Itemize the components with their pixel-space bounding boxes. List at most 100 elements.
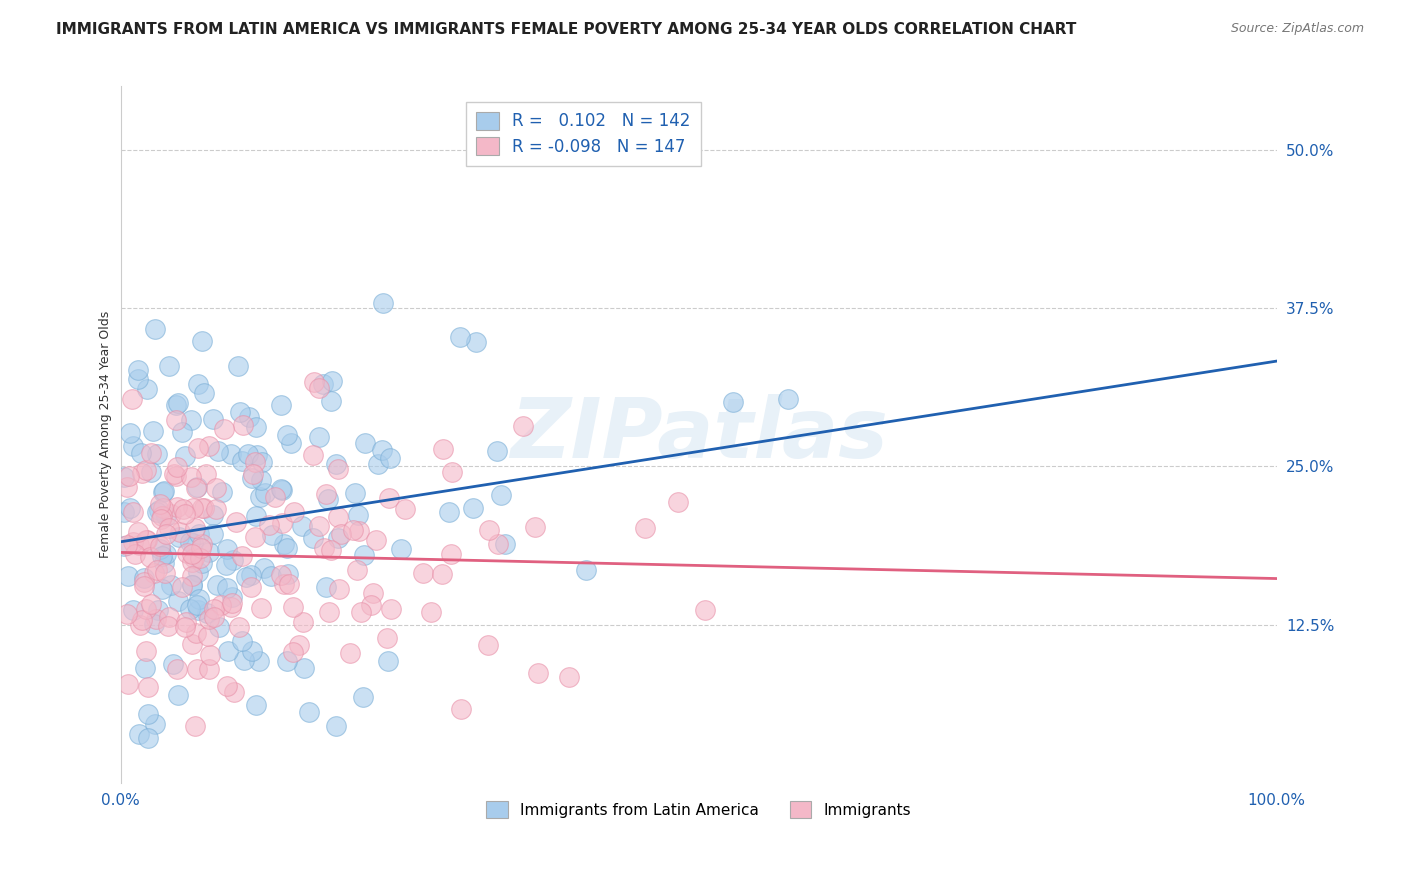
Point: [361, 586, 384, 600]
Point: [354, 436, 377, 450]
Point: [163, 467, 186, 482]
Point: [695, 602, 717, 616]
Point: [242, 467, 264, 481]
Point: [198, 612, 221, 626]
Point: [235, 570, 257, 584]
Point: [325, 719, 347, 733]
Point: [180, 469, 202, 483]
Point: [380, 602, 402, 616]
Point: [155, 527, 177, 541]
Y-axis label: Female Poverty Among 25-34 Year Olds: Female Poverty Among 25-34 Year Olds: [100, 311, 112, 558]
Point: [326, 532, 349, 546]
Point: [221, 596, 243, 610]
Point: [325, 457, 347, 471]
Point: [173, 449, 195, 463]
Point: [135, 601, 157, 615]
Point: [350, 605, 373, 619]
Text: IMMIGRANTS FROM LATIN AMERICA VS IMMIGRANTS FEMALE POVERTY AMONG 25-34 YEAR OLDS: IMMIGRANTS FROM LATIN AMERICA VS IMMIGRA…: [56, 22, 1077, 37]
Point: [157, 521, 180, 535]
Point: [187, 527, 209, 541]
Point: [420, 605, 443, 619]
Point: [224, 685, 246, 699]
Point: [197, 629, 219, 643]
Point: [302, 531, 325, 545]
Point: [165, 412, 187, 426]
Point: [367, 457, 389, 471]
Point: [167, 530, 190, 544]
Point: [180, 569, 202, 583]
Point: [191, 334, 214, 348]
Point: [136, 731, 159, 745]
Point: [139, 597, 162, 611]
Point: [371, 443, 394, 458]
Point: [122, 534, 145, 549]
Point: [302, 375, 325, 389]
Point: [723, 395, 745, 409]
Point: [184, 481, 207, 495]
Point: [132, 579, 155, 593]
Point: [329, 527, 352, 541]
Point: [118, 425, 141, 440]
Point: [308, 381, 330, 395]
Point: [222, 553, 245, 567]
Point: [236, 447, 259, 461]
Point: [240, 567, 263, 582]
Point: [184, 626, 207, 640]
Point: [524, 520, 547, 534]
Point: [166, 500, 188, 515]
Point: [127, 363, 149, 377]
Point: [239, 580, 262, 594]
Point: [278, 577, 301, 591]
Point: [326, 509, 349, 524]
Point: [184, 521, 207, 535]
Point: [243, 455, 266, 469]
Point: [291, 518, 314, 533]
Point: [128, 538, 150, 552]
Point: [205, 482, 228, 496]
Point: [378, 491, 401, 505]
Point: [112, 470, 135, 484]
Point: [346, 563, 368, 577]
Point: [181, 637, 204, 651]
Point: [156, 619, 179, 633]
Point: [308, 519, 330, 533]
Point: [153, 556, 176, 570]
Point: [257, 518, 280, 533]
Point: [128, 727, 150, 741]
Point: [191, 500, 214, 515]
Point: [167, 396, 190, 410]
Point: [190, 541, 212, 556]
Point: [187, 376, 209, 391]
Point: [173, 502, 195, 516]
Point: [202, 508, 225, 522]
Point: [131, 466, 153, 480]
Point: [219, 447, 242, 461]
Point: [319, 393, 342, 408]
Point: [292, 615, 315, 629]
Point: [134, 571, 156, 585]
Point: [166, 459, 188, 474]
Point: [778, 392, 800, 407]
Point: [247, 654, 270, 668]
Point: [186, 480, 208, 494]
Point: [318, 605, 340, 619]
Point: [308, 430, 330, 444]
Point: [221, 591, 243, 605]
Point: [118, 469, 141, 483]
Point: [389, 541, 412, 556]
Point: [198, 439, 221, 453]
Point: [349, 524, 371, 539]
Point: [253, 561, 276, 575]
Point: [432, 566, 454, 581]
Point: [339, 646, 361, 660]
Point: [201, 412, 224, 426]
Point: [321, 543, 343, 558]
Point: [271, 516, 294, 530]
Point: [132, 574, 155, 589]
Point: [205, 578, 228, 592]
Point: [153, 566, 176, 581]
Point: [183, 501, 205, 516]
Text: Source: ZipAtlas.com: Source: ZipAtlas.com: [1230, 22, 1364, 36]
Point: [316, 492, 339, 507]
Point: [209, 598, 232, 612]
